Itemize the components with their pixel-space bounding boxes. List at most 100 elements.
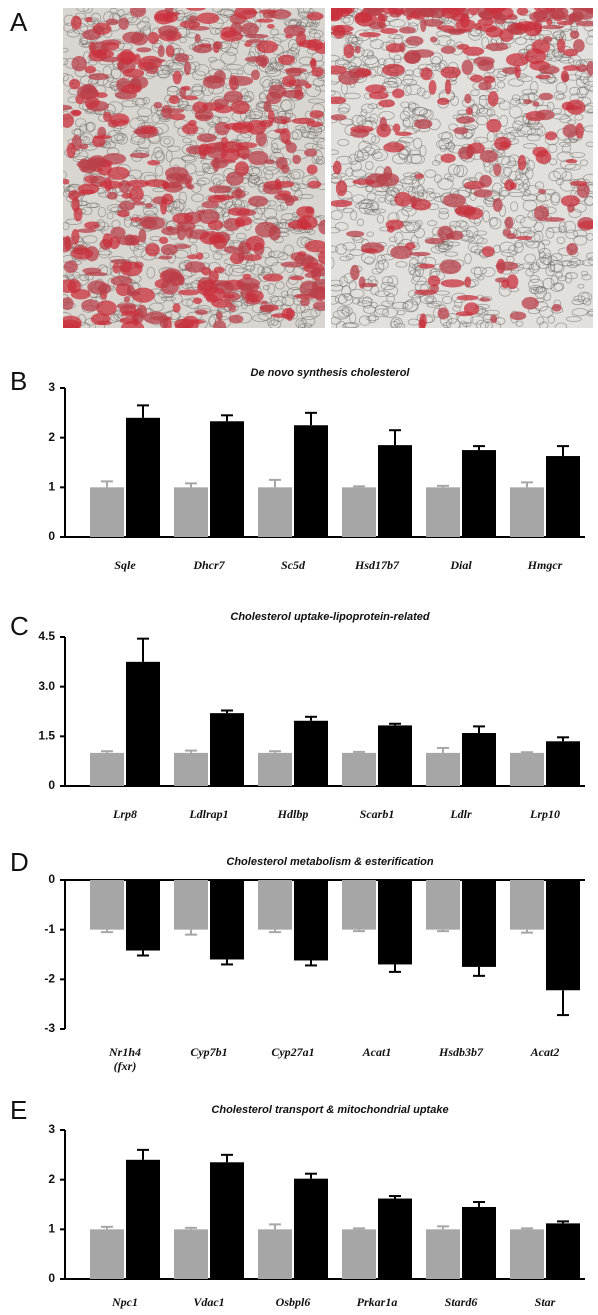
cell: [533, 230, 544, 243]
cell: [445, 318, 461, 328]
cell: [431, 300, 443, 307]
cell: [396, 209, 409, 222]
y-tick-label: -3: [44, 1021, 55, 1035]
cell: [351, 169, 367, 178]
cell: [553, 167, 567, 180]
cell: [63, 57, 69, 66]
cell: [269, 60, 279, 70]
stain: [241, 153, 249, 160]
stain: [440, 45, 456, 54]
x-tick-label: Sc5d: [281, 558, 306, 572]
stain: [543, 217, 565, 222]
stain: [76, 84, 98, 100]
cell: [575, 259, 585, 266]
bar: [90, 880, 124, 930]
cell: [180, 155, 196, 161]
stain: [306, 164, 318, 175]
stain: [63, 279, 77, 294]
cell: [245, 114, 262, 120]
cell: [335, 243, 347, 255]
stain: [335, 180, 348, 197]
cell: [276, 204, 285, 212]
stain: [81, 299, 100, 312]
cell: [391, 153, 408, 165]
bar: [258, 880, 292, 930]
cell: [336, 59, 350, 66]
cell: [343, 322, 360, 328]
stain: [284, 196, 295, 207]
cell: [280, 290, 289, 298]
bar: [462, 880, 496, 967]
stain: [429, 284, 440, 293]
x-tick-label: Stard6: [445, 1295, 478, 1309]
stain: [227, 207, 251, 216]
cell: [470, 89, 480, 97]
stain: [306, 12, 324, 21]
stain: [331, 96, 347, 105]
stain: [405, 242, 416, 250]
cell: [136, 115, 150, 122]
cell: [563, 220, 576, 234]
cell: [553, 282, 565, 291]
stain: [194, 309, 208, 315]
cell: [388, 33, 404, 39]
bar: [90, 487, 124, 537]
stain: [383, 142, 405, 153]
stain: [509, 182, 517, 190]
cell: [342, 322, 358, 328]
cell: [191, 193, 205, 203]
cell: [252, 314, 269, 323]
cell: [380, 281, 396, 291]
stain: [363, 8, 385, 16]
cell: [558, 141, 572, 147]
cell: [439, 144, 448, 152]
stain: [234, 218, 246, 228]
stain: [176, 220, 196, 232]
stain: [294, 253, 315, 265]
cell: [565, 229, 579, 240]
stain: [120, 320, 145, 328]
stain: [164, 166, 189, 180]
x-tick-label: Scarb1: [360, 807, 395, 821]
x-tick-label: Sqle: [114, 558, 136, 572]
panel-label: C: [10, 611, 29, 641]
cell: [477, 275, 485, 281]
bar: [378, 445, 412, 537]
cell: [536, 316, 545, 325]
cell: [137, 107, 152, 118]
cell: [215, 308, 232, 321]
stain: [145, 243, 160, 257]
stain: [464, 93, 472, 104]
cell: [550, 275, 559, 286]
cell: [577, 283, 585, 289]
stain: [394, 131, 413, 136]
cell: [298, 17, 309, 28]
stain: [177, 289, 200, 296]
stain: [352, 178, 376, 185]
bar: [510, 487, 544, 537]
stain: [220, 26, 237, 38]
cell: [389, 236, 398, 243]
cell: [275, 281, 285, 290]
cell: [149, 302, 164, 312]
cell: [555, 54, 572, 62]
cell: [496, 81, 506, 89]
cell: [192, 70, 206, 81]
cell: [539, 306, 554, 318]
cell: [529, 284, 544, 295]
stain: [144, 203, 153, 209]
cell: [358, 140, 372, 153]
stain: [307, 121, 323, 128]
cell: [331, 257, 335, 269]
stain: [164, 8, 174, 14]
x-tick-label: Ldlr: [449, 807, 472, 821]
bar: [378, 1198, 412, 1279]
stain: [181, 123, 199, 135]
stain: [289, 275, 305, 281]
cell: [512, 120, 524, 131]
y-tick-label: -2: [44, 972, 55, 986]
bar: [90, 1229, 124, 1279]
stain: [93, 134, 112, 140]
stain: [564, 14, 582, 22]
chart-title: De novo synthesis cholesterol: [251, 367, 411, 379]
